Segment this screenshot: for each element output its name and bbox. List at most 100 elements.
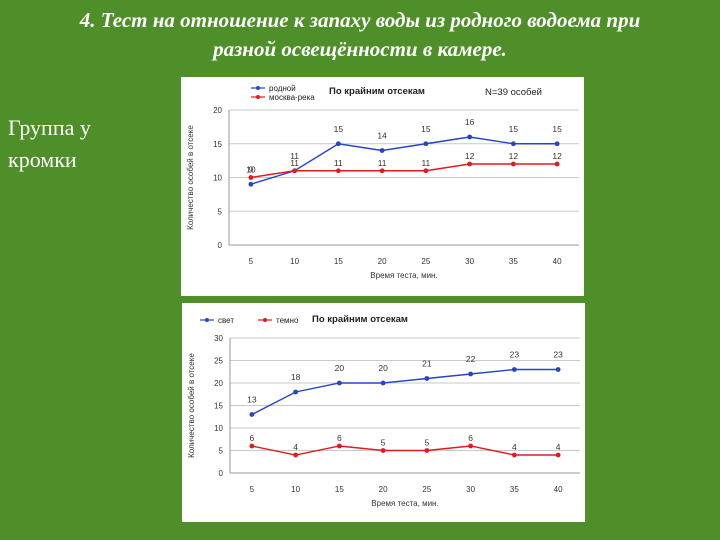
data-point	[292, 168, 298, 174]
data-label: 6	[337, 433, 342, 443]
data-point	[249, 443, 255, 449]
series-line-1	[250, 136, 558, 185]
data-label: 13	[247, 395, 257, 405]
side-caption-line-2: кромки	[8, 147, 77, 172]
data-point	[423, 141, 429, 147]
data-label: 10	[246, 165, 256, 175]
data-point	[511, 367, 517, 372]
data-label: 20	[378, 363, 388, 373]
y-axis-title: Количество особей в отсеке	[187, 353, 196, 458]
data-label: 6	[468, 433, 473, 443]
data-label: 4	[512, 442, 517, 452]
chart-top-svg: 0 5 10 15 20 5 10 15 20 25 30 35 40 Время теста, мин.…	[186, 84, 579, 280]
y-tick-label: 25	[214, 357, 223, 366]
chart-title: По крайним отсекам	[329, 86, 425, 97]
data-point	[510, 141, 516, 147]
data-label: 11	[378, 158, 387, 168]
data-point	[554, 141, 560, 147]
legend-swatch-marker	[205, 318, 209, 322]
x-tick-label: 40	[553, 257, 562, 266]
x-tick-label: 20	[379, 485, 388, 494]
data-label: 15	[334, 124, 344, 134]
legend-label: свет	[218, 316, 234, 325]
data-label: 11	[290, 158, 299, 168]
data-point	[555, 452, 561, 458]
data-point	[248, 175, 254, 180]
legend-label: родной	[269, 84, 296, 93]
chart-title: По крайним отсекам	[312, 314, 408, 325]
data-label: 9	[249, 164, 254, 174]
data-label: 23	[553, 350, 563, 360]
data-point	[510, 161, 516, 167]
data-point	[379, 168, 385, 174]
x-tick-label: 35	[510, 485, 519, 494]
data-point	[468, 443, 474, 449]
data-point	[555, 367, 561, 372]
data-point	[423, 168, 429, 174]
x-tick-label: 15	[334, 257, 343, 266]
data-label: 14	[377, 131, 387, 141]
data-label: 6	[250, 433, 255, 443]
y-tick-label: 20	[214, 379, 223, 388]
x-tick-label: 25	[421, 257, 430, 266]
y-tick-label: 15	[213, 140, 222, 149]
y-tick-label: 20	[213, 106, 222, 115]
x-tick-label: 30	[465, 257, 474, 266]
y-tick-label: 10	[214, 424, 223, 433]
y-axis-title: Количество особей в отсеке	[186, 125, 195, 230]
data-point	[380, 380, 386, 386]
data-point	[293, 452, 299, 458]
data-label: 15	[421, 124, 431, 134]
y-tick-label: 30	[214, 334, 223, 343]
data-label: 15	[552, 124, 562, 134]
chart-bottom-svg: 0 5 10 15 20 25 30 5 10 15 20 25 30 35 40 Время теста, …	[187, 314, 580, 508]
chart-panel-top: 0 5 10 15 20 5 10 15 20 25 30 35 40 Время теста, мин.…	[181, 77, 584, 296]
data-point	[468, 371, 474, 377]
data-label: 4	[293, 442, 298, 452]
x-tick-label: 5	[249, 257, 254, 266]
data-label: 18	[291, 372, 301, 382]
data-point	[554, 161, 560, 167]
data-point	[380, 448, 386, 453]
data-label: 4	[556, 442, 561, 452]
data-point	[293, 389, 299, 395]
x-tick-label: 10	[291, 485, 300, 494]
x-tick-label: 10	[290, 257, 299, 266]
data-point	[379, 148, 385, 153]
x-axis-title: Время теста, мин.	[371, 499, 438, 508]
data-label: 12	[552, 151, 562, 161]
x-tick-label: 20	[378, 257, 387, 266]
data-label: 23	[510, 350, 520, 360]
series-line-2	[251, 445, 559, 456]
x-tick-label: 25	[422, 485, 431, 494]
legend-label: москва-река	[269, 93, 315, 102]
slide-title: 4. Тест на отношение к запаху воды из ро…	[0, 6, 720, 64]
side-caption: Группа у кромки	[8, 112, 178, 176]
slide-title-line-2: разной освещённости в камере.	[213, 37, 507, 61]
data-label: 12	[465, 151, 475, 161]
y-tick-label: 5	[219, 447, 224, 456]
series-line-1	[251, 368, 559, 416]
series-line-2	[250, 163, 558, 179]
y-tick-label: 0	[219, 469, 224, 478]
data-label: 20	[335, 363, 345, 373]
data-label: 5	[381, 438, 386, 448]
y-tick-label: 15	[214, 402, 223, 411]
y-tick-label: 10	[213, 174, 222, 183]
x-tick-label: 5	[250, 485, 255, 494]
y-tick-label: 5	[218, 207, 223, 216]
chart-panel-bottom: 0 5 10 15 20 25 30 5 10 15 20 25 30 35 40 Время теста, …	[182, 303, 585, 522]
legend-swatch-marker	[263, 318, 267, 322]
data-label: 11	[421, 158, 430, 168]
data-label: 11	[290, 151, 299, 161]
data-point	[336, 443, 342, 449]
data-point	[467, 161, 473, 167]
data-point	[511, 452, 517, 458]
x-tick-label: 40	[554, 485, 563, 494]
data-label: 15	[509, 124, 519, 134]
legend-label: темно	[276, 316, 299, 325]
data-label: 16	[465, 117, 475, 127]
x-tick-label: 35	[509, 257, 518, 266]
data-point	[249, 412, 255, 417]
chart-note: N=39 особей	[485, 87, 542, 98]
